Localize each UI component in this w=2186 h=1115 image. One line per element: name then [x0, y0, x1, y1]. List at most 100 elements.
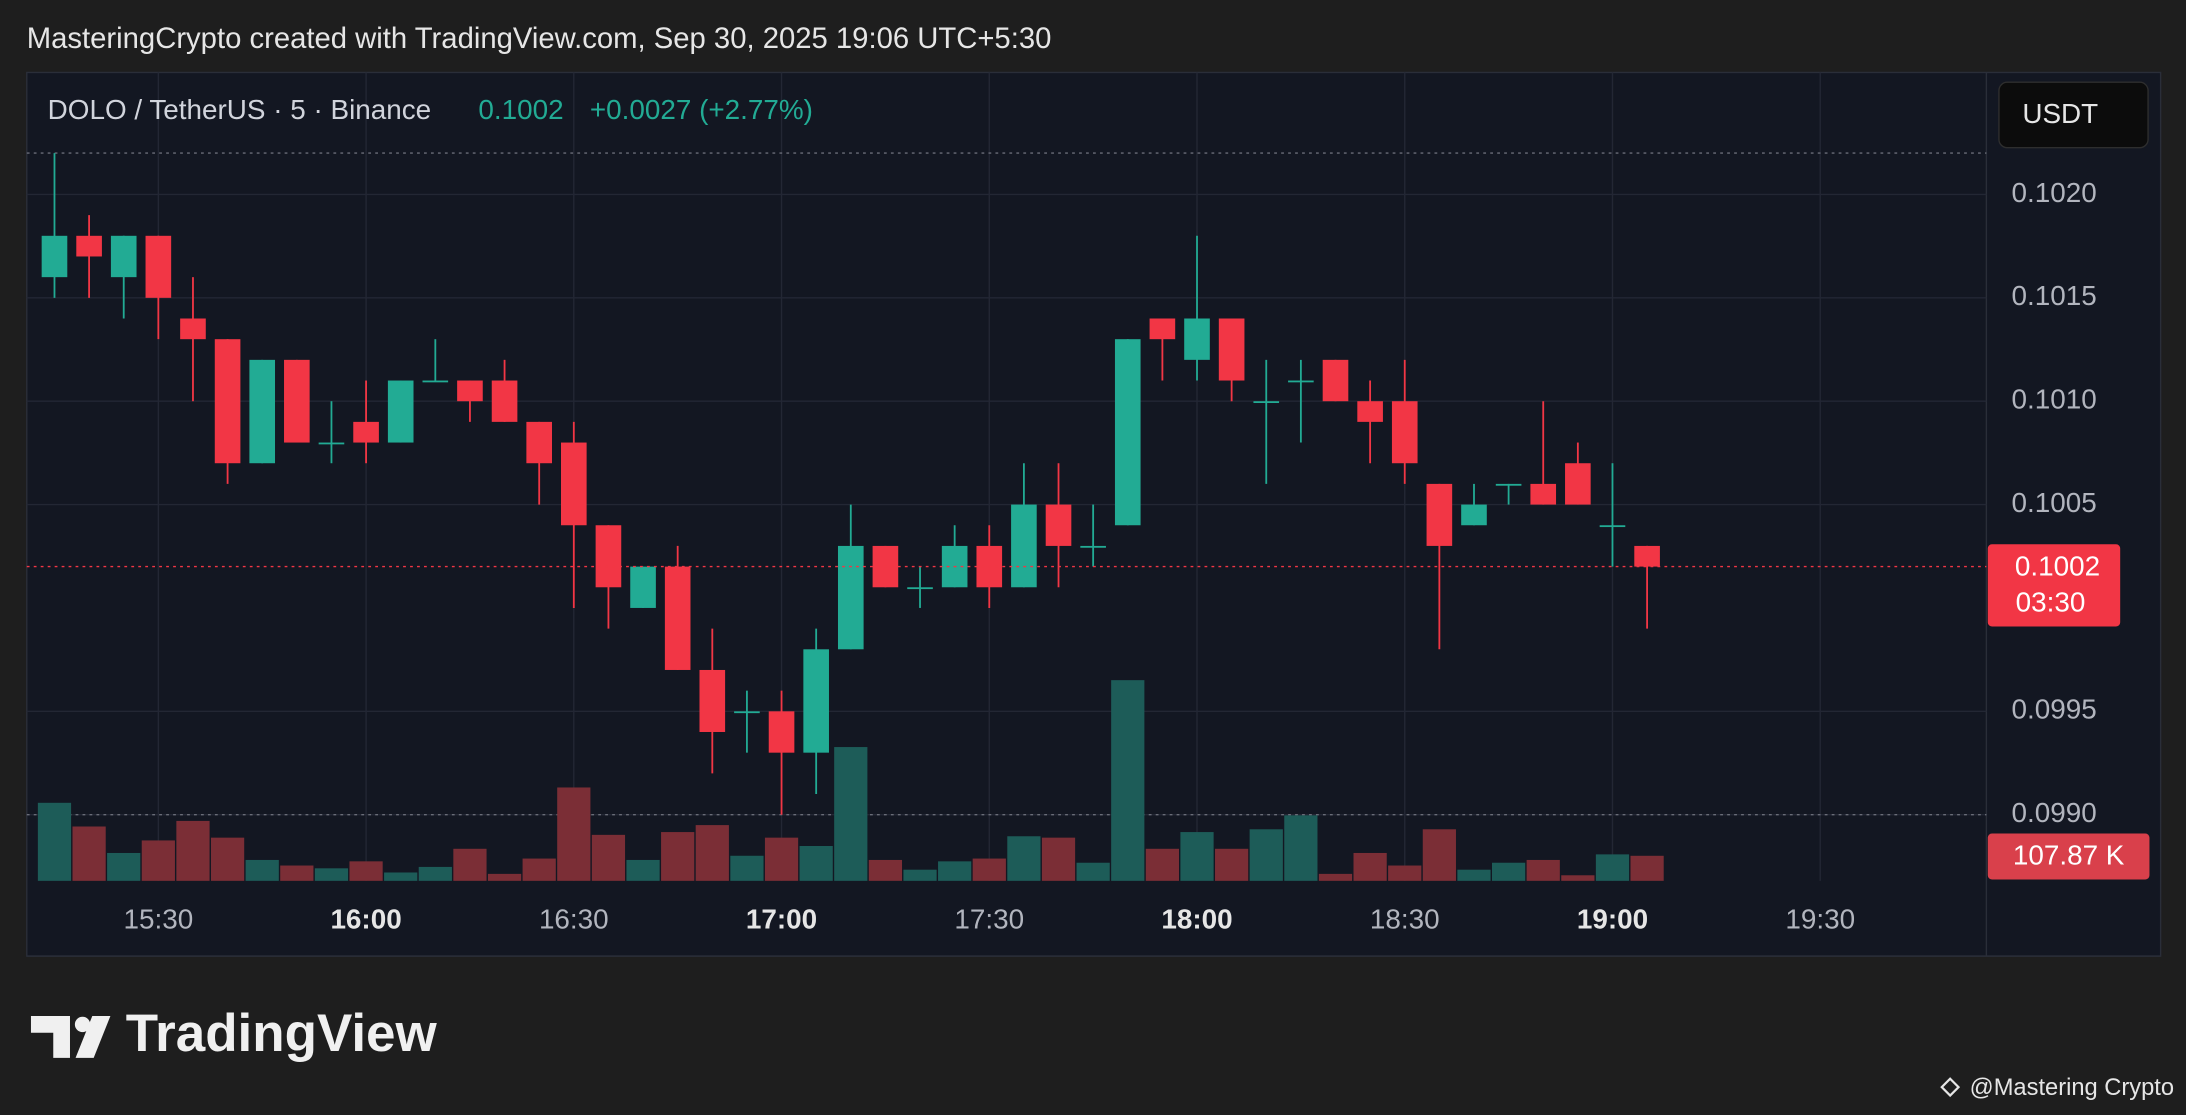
volume-bar [314, 868, 349, 881]
candle-body [1011, 504, 1037, 588]
volume-bar [1561, 875, 1595, 881]
volume-bar [384, 872, 418, 881]
volume-bar [1145, 848, 1180, 881]
legend-price: 0.1002 [478, 94, 563, 125]
volume-bar [1526, 859, 1560, 881]
tradingview-logo [30, 1016, 111, 1058]
caption: MasteringCrypto created with TradingView… [27, 23, 1052, 55]
candle-body [1461, 504, 1487, 526]
volume-bar [141, 840, 175, 881]
volume-bar [1215, 848, 1249, 881]
candle-body [1080, 545, 1106, 548]
candle-body [803, 649, 829, 753]
volume-bar [522, 858, 556, 881]
volume-bar [1630, 855, 1664, 881]
volume-bar [1318, 873, 1353, 881]
price-tag-label: 0.1002 [2015, 550, 2100, 581]
candle-body [145, 235, 172, 298]
x-tick-label: 16:30 [539, 904, 609, 935]
candle-body [699, 669, 726, 732]
candle-layer [41, 153, 1660, 815]
legend-change: +0.0027 (+2.77%) [590, 94, 813, 125]
candle-body [110, 235, 137, 278]
candle-body [1495, 483, 1522, 486]
price-tag-countdown: 03:30 [2016, 587, 2086, 618]
candle-body [491, 380, 518, 422]
x-tick-label: 18:00 [1161, 904, 1232, 935]
candle-body [76, 235, 102, 257]
currency-button[interactable] [1998, 81, 2149, 149]
candle-body [180, 318, 206, 340]
volume-bar [661, 832, 695, 881]
candle-body [41, 235, 68, 278]
volume-bar [1491, 862, 1526, 881]
x-tick-label: 18:30 [1370, 904, 1440, 935]
logo-dot [74, 1016, 91, 1033]
x-tick-label: 17:00 [746, 904, 817, 935]
candle-body [1253, 401, 1280, 404]
volume-tag-label: 107.87 K [2013, 840, 2125, 871]
candle-body [214, 339, 241, 464]
candle-body [526, 421, 552, 464]
x-tick-label: 17:30 [954, 904, 1024, 935]
candle-body [664, 566, 691, 670]
candle-body [457, 380, 483, 402]
candle-body [1149, 318, 1176, 340]
volume-bar [72, 826, 106, 881]
volume-bar [280, 865, 314, 881]
candle-body [387, 380, 414, 443]
volume-bar [834, 747, 868, 881]
volume-bar [1041, 837, 1076, 881]
y-tick-label: 0.1010 [2011, 384, 2096, 415]
volume-bar [107, 852, 141, 881]
volume-bar [1180, 832, 1214, 881]
candle-body [1426, 483, 1453, 546]
volume-bar [210, 837, 245, 881]
volume-bar [764, 837, 799, 881]
candle-body [630, 566, 656, 608]
volume-bar [453, 848, 487, 881]
volume-bar [1422, 829, 1456, 881]
volume-bar [176, 820, 210, 881]
y-tick-label: 0.1020 [2011, 177, 2096, 208]
volume-bar [1284, 815, 1318, 881]
candle-body [595, 525, 622, 588]
y-tick-label: 0.1015 [2011, 280, 2096, 311]
volume-tag [1987, 833, 2150, 880]
candle-body [561, 442, 587, 526]
volume-bar [1595, 854, 1630, 881]
x-tick-label: 16:00 [330, 904, 401, 935]
volume-bar [972, 858, 1006, 881]
volume-bar [903, 869, 937, 881]
volume-bar [730, 855, 764, 881]
candle-body [1530, 483, 1557, 505]
volume-bar [1249, 829, 1283, 881]
candle-body [1391, 401, 1418, 464]
candle-body [249, 359, 276, 464]
volume-bar [1388, 865, 1422, 881]
legend-symbol: DOLO / TetherUS · 5 · Binance [48, 94, 432, 125]
price-tag [1987, 544, 2121, 627]
volume-bar [626, 859, 660, 881]
volume-bar [1457, 869, 1491, 881]
volume-bar [868, 859, 903, 881]
candle-body [907, 587, 933, 590]
volume-bar [1353, 852, 1387, 881]
brand: TradingView [126, 1004, 438, 1063]
axes-layer: 0.0990 0.0995 0.1005 0.1010 0.1015 0.1020 15:3… [26, 177, 2150, 935]
candle-body [837, 545, 864, 650]
credit: @Mastering Crypto [1970, 1075, 2174, 1101]
y-tick-label: 0.0995 [2011, 694, 2096, 725]
x-tick-label: 19:30 [1785, 904, 1855, 935]
currency-button-label[interactable]: USDT [2022, 98, 2098, 129]
candle-body [1114, 339, 1141, 526]
volume-layer [37, 680, 1664, 881]
volume-bar [1111, 680, 1145, 881]
volume-bar [418, 866, 452, 881]
volume-bar [1007, 836, 1041, 881]
volume-bar [938, 861, 972, 881]
volume-bar [591, 834, 626, 881]
candle-body [768, 711, 795, 753]
volume-bar [799, 846, 833, 881]
